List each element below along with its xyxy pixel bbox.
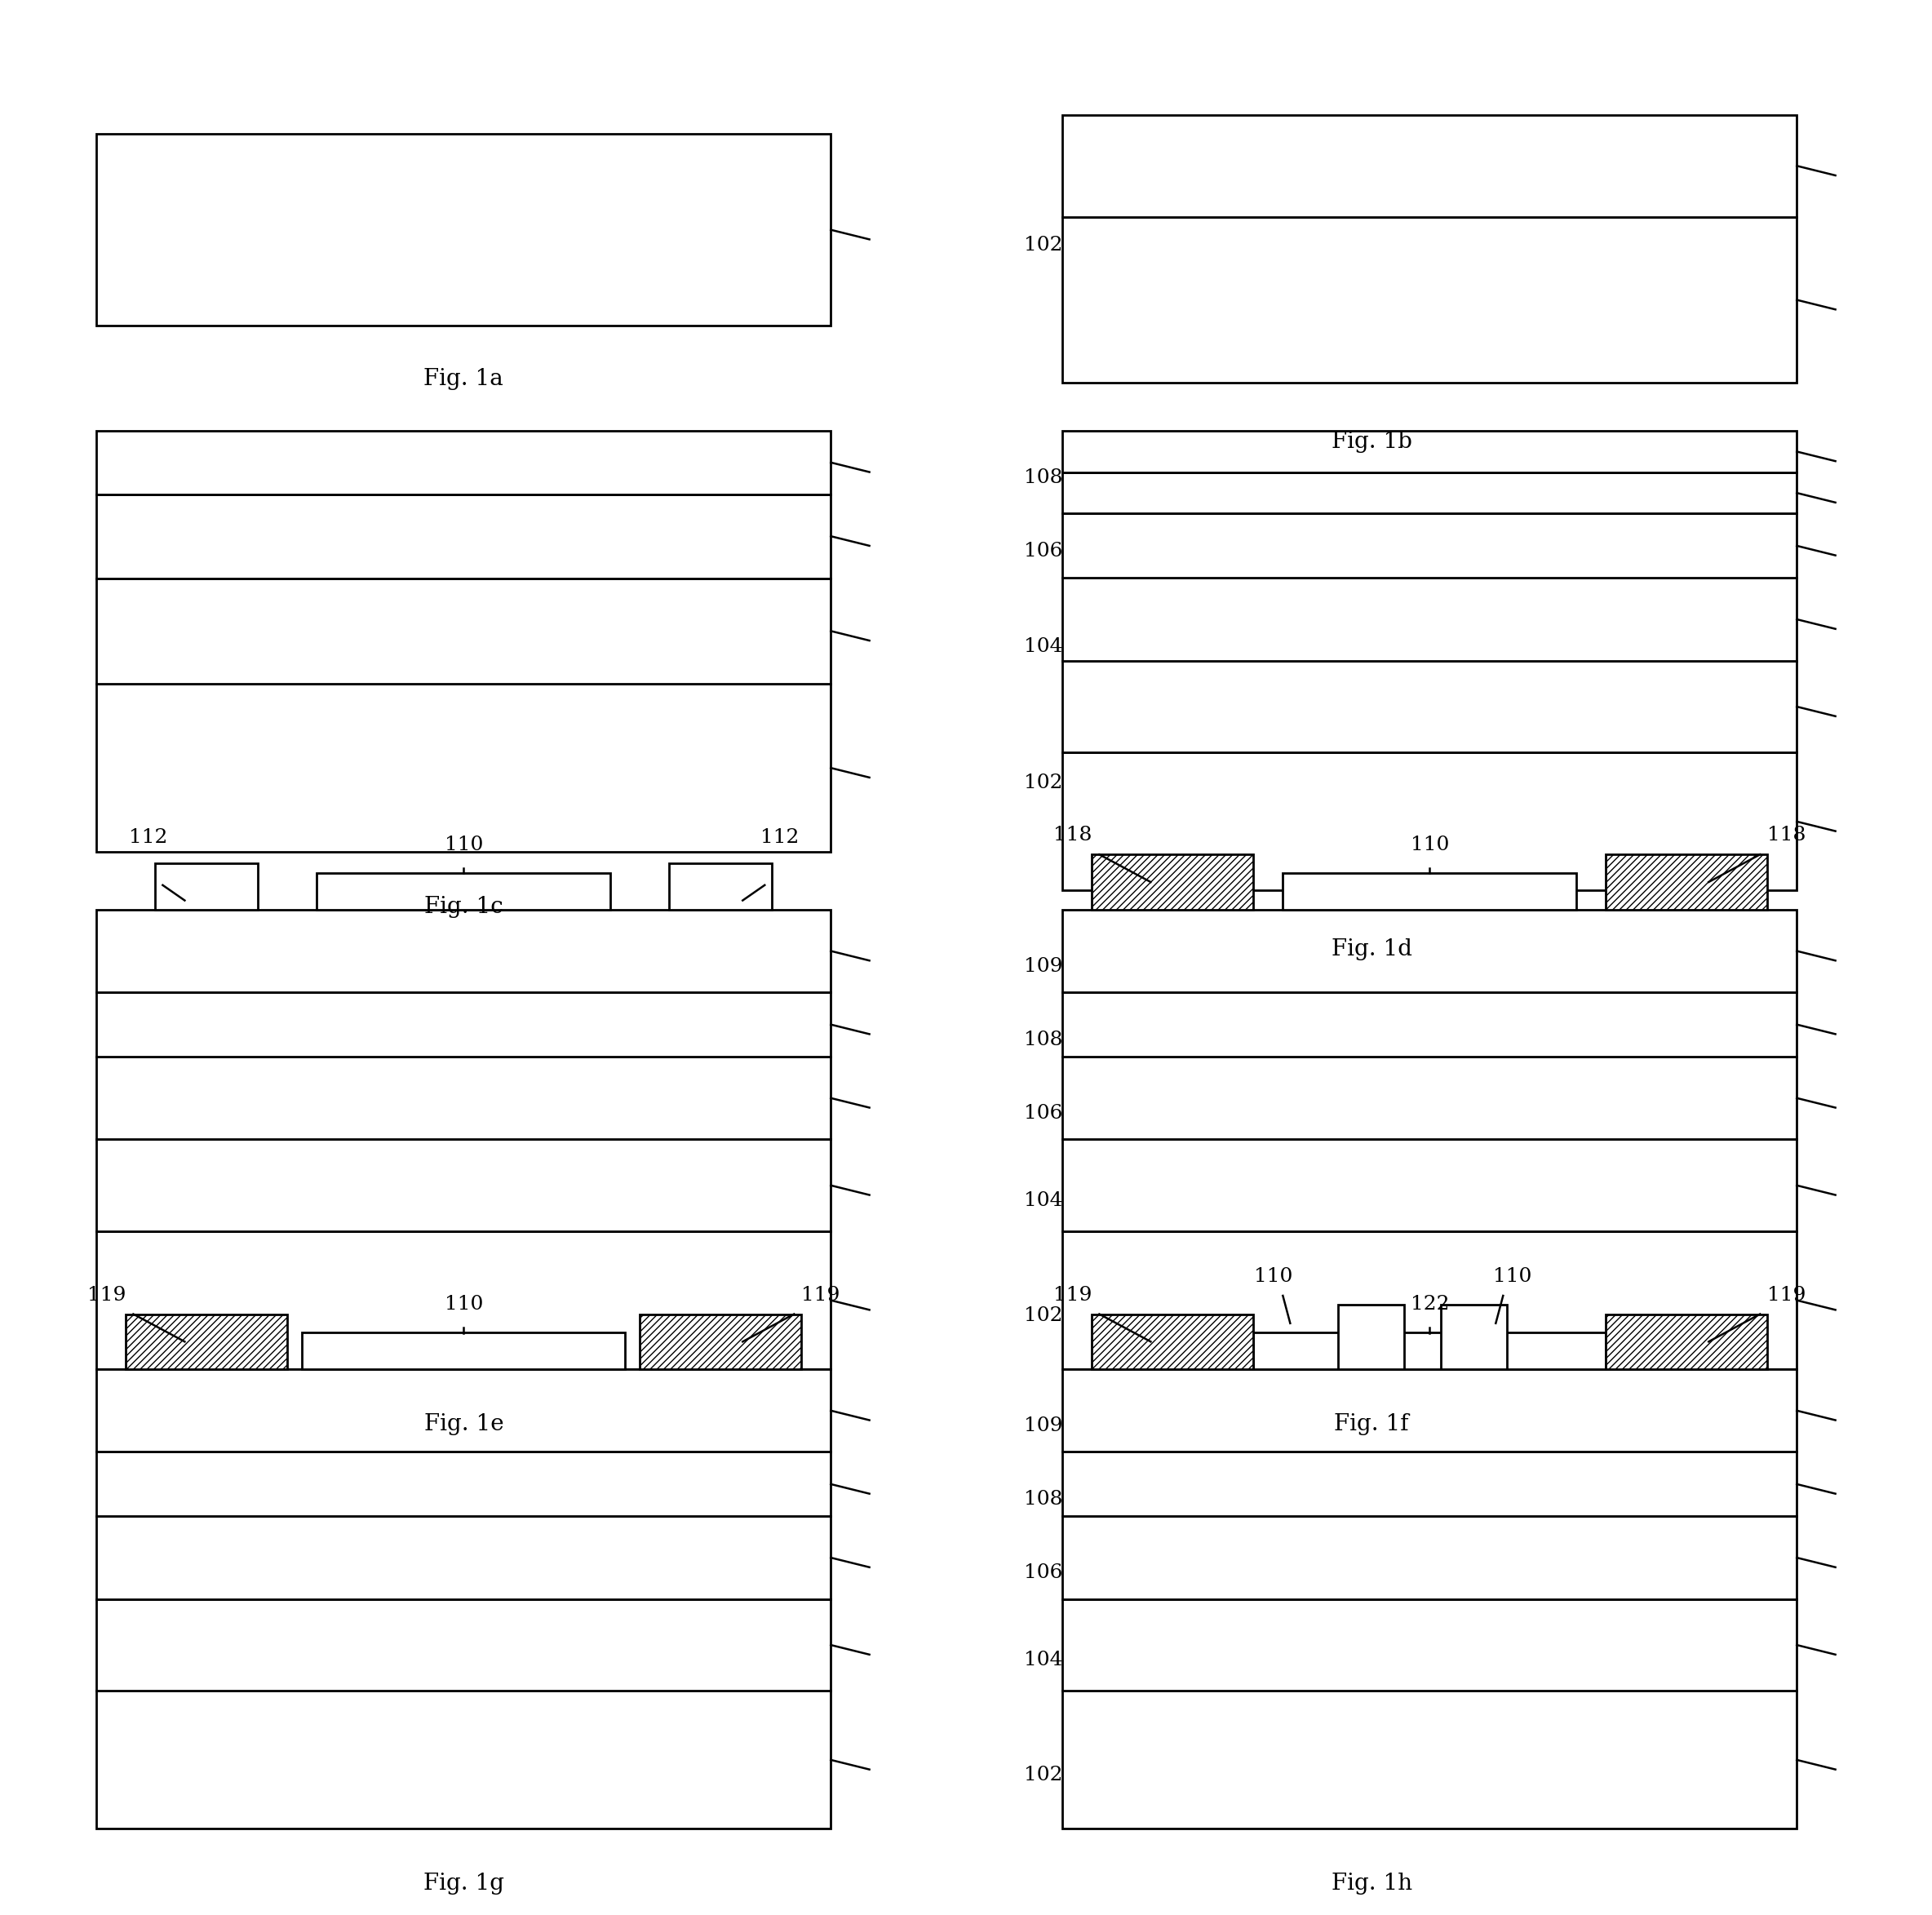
Bar (97, 1691, 831, 1829)
Bar (97, 992, 831, 1057)
Bar (1092, 854, 1254, 910)
Bar (1063, 578, 1797, 661)
Text: Fig. 1a: Fig. 1a (423, 368, 504, 391)
Bar (1063, 992, 1797, 1057)
Text: 118: 118 (1053, 825, 1092, 845)
Bar (97, 1231, 831, 1369)
Bar (1063, 910, 1797, 992)
Bar (1063, 431, 1797, 473)
Text: 102: 102 (1024, 774, 1063, 793)
Bar (1092, 1314, 1254, 1369)
Text: 110: 110 (444, 1295, 483, 1314)
Text: Fig. 1g: Fig. 1g (423, 1873, 504, 1896)
Bar (1063, 513, 1797, 578)
Text: 110: 110 (1493, 1268, 1532, 1287)
Bar (1063, 661, 1797, 753)
Text: 108: 108 (1024, 1030, 1063, 1049)
Text: Fig. 1h: Fig. 1h (1331, 1873, 1412, 1896)
Bar (1605, 1314, 1768, 1369)
Text: 102: 102 (1024, 1306, 1063, 1325)
Bar (97, 578, 831, 684)
Text: 104: 104 (1024, 1651, 1063, 1670)
Text: 122: 122 (1410, 1295, 1449, 1314)
Bar (1605, 854, 1768, 910)
Text: 108: 108 (1024, 1490, 1063, 1509)
Bar (668, 864, 773, 910)
Text: 106: 106 (1024, 542, 1063, 561)
Bar (97, 1452, 831, 1517)
Text: 104: 104 (1024, 638, 1063, 655)
Bar (126, 1314, 288, 1369)
Bar (1063, 1691, 1797, 1829)
Bar (97, 910, 831, 992)
Text: 110: 110 (1254, 1268, 1293, 1287)
Text: Fig. 1d: Fig. 1d (1331, 938, 1412, 961)
Text: Fig. 1f: Fig. 1f (1335, 1413, 1408, 1436)
Text: 119: 119 (802, 1285, 840, 1304)
Bar (155, 864, 259, 910)
Text: Fig. 1c: Fig. 1c (425, 896, 502, 919)
Bar (97, 1599, 831, 1691)
Text: 112: 112 (759, 827, 798, 846)
Text: 119: 119 (1768, 1285, 1806, 1304)
Bar (1063, 1452, 1797, 1517)
Text: 104: 104 (1024, 1191, 1063, 1210)
Bar (1063, 1057, 1797, 1139)
Bar (317, 873, 611, 910)
Text: Fig. 1b: Fig. 1b (1331, 431, 1412, 454)
Text: 102: 102 (1024, 236, 1063, 255)
Text: 106: 106 (1024, 1105, 1063, 1122)
Bar (1283, 873, 1577, 910)
Text: 110: 110 (1410, 835, 1449, 854)
Text: 110: 110 (444, 835, 483, 854)
Bar (97, 494, 831, 578)
Bar (97, 1139, 831, 1231)
Bar (1339, 1304, 1405, 1369)
Text: 119: 119 (1053, 1285, 1092, 1304)
Text: 112: 112 (129, 827, 168, 846)
Bar (1063, 115, 1797, 216)
Text: 119: 119 (87, 1285, 126, 1304)
Bar (1063, 753, 1797, 890)
Bar (97, 1517, 831, 1599)
Bar (1063, 1231, 1797, 1369)
Bar (1254, 1333, 1605, 1369)
Text: Fig. 1e: Fig. 1e (423, 1413, 504, 1436)
Text: 118: 118 (1768, 825, 1806, 845)
Bar (97, 684, 831, 852)
Bar (1441, 1304, 1507, 1369)
Text: 106: 106 (1024, 1565, 1063, 1582)
Bar (97, 1369, 831, 1452)
Bar (97, 134, 831, 326)
Bar (1063, 1517, 1797, 1599)
Text: 108: 108 (1024, 469, 1063, 486)
Text: 109: 109 (1024, 958, 1063, 975)
Bar (301, 1333, 626, 1369)
Bar (1063, 1139, 1797, 1231)
Bar (639, 1314, 802, 1369)
Bar (1063, 216, 1797, 383)
Bar (1063, 1599, 1797, 1691)
Text: 102: 102 (1024, 1766, 1063, 1785)
Bar (1063, 473, 1797, 513)
Bar (97, 1057, 831, 1139)
Text: 109: 109 (1024, 1417, 1063, 1434)
Bar (1063, 1369, 1797, 1452)
Bar (97, 431, 831, 494)
